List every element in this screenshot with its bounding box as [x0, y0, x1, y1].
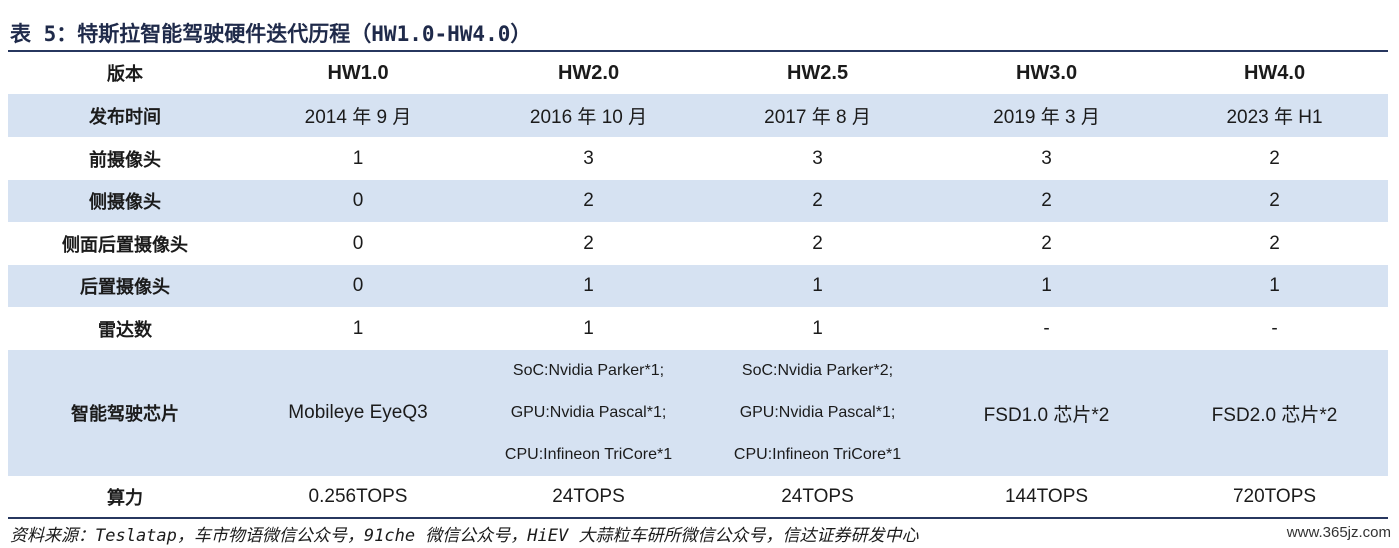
row-label: 雷达数 — [98, 319, 152, 341]
table-cell: 2014 年 9 月 — [242, 94, 474, 137]
table-cell: - — [1271, 317, 1278, 339]
table-cell: 1 — [812, 317, 823, 339]
table-cell: 2023 年 H1 — [1161, 94, 1388, 137]
chip-line: CPU:Infineon TriCore*1 — [504, 446, 673, 463]
table-cell: 2 — [1041, 232, 1052, 254]
table-cell: 2 — [474, 180, 703, 222]
table-cell: 1 — [1161, 265, 1388, 307]
version-hw10: HW1.0 — [327, 61, 389, 84]
table-row: 发布时间 2014 年 9 月 2016 年 10 月 2017 年 8 月 2… — [8, 94, 1388, 137]
table-cell: FSD1.0 芯片*2 — [932, 350, 1161, 476]
table-cell: 1 — [352, 147, 364, 169]
chip-line: SoC:Nvidia Parker*2; — [741, 362, 894, 379]
table-row: 侧摄像头 0 2 2 2 2 — [8, 180, 1388, 222]
table-cell: 1 — [474, 265, 703, 307]
table-cell: 2 — [583, 232, 594, 254]
table-cell: Mobileye EyeQ3 — [242, 350, 474, 476]
table-cell: 24TOPS — [552, 486, 625, 507]
table-row: 雷达数 1 1 1 - - — [8, 307, 1388, 350]
table-cell: 2016 年 10 月 — [474, 94, 703, 137]
table-cell: 2 — [1269, 232, 1280, 254]
chip-cell-hw25: SoC:Nvidia Parker*2; GPU:Nvidia Pascal*1… — [703, 350, 932, 476]
table-cell: 0 — [242, 180, 474, 222]
bottom-rule — [8, 517, 1388, 519]
row-label: 侧面后置摄像头 — [62, 234, 188, 256]
version-hw30: HW3.0 — [1015, 61, 1078, 84]
table-cell: 144TOPS — [1004, 486, 1089, 507]
header-row: 版本 HW1.0 HW2.0 HW2.5 HW3.0 HW4.0 — [8, 52, 1388, 94]
row-label: 前摄像头 — [89, 149, 161, 171]
table-title: 表 5：特斯拉智能驾驶硬件迭代历程（HW1.0-HW4.0） — [10, 22, 532, 46]
table-cell: 0.256TOPS — [308, 486, 408, 507]
table-row: 前摄像头 1 3 3 3 2 — [8, 137, 1388, 180]
table-cell: 1 — [703, 265, 932, 307]
version-hw25: HW2.5 — [786, 61, 849, 84]
row-label: 发布时间 — [8, 94, 242, 137]
row-label: 侧摄像头 — [8, 180, 242, 222]
table-cell: 2 — [1269, 147, 1280, 169]
table-cell: 2 — [1161, 180, 1388, 222]
top-rule — [8, 50, 1388, 52]
table-cell: 720TOPS — [1232, 486, 1317, 507]
table-cell: - — [1043, 317, 1050, 339]
hardware-spec-table: 版本 HW1.0 HW2.0 HW2.5 HW3.0 HW4.0 发布时间 20… — [8, 52, 1388, 518]
source-note: 资料来源：Teslatap，车市物语微信公众号，91che 微信公众号，HiEV… — [10, 526, 919, 546]
watermark: www.365jz.com — [1286, 524, 1391, 541]
table-cell: 1 — [352, 317, 364, 339]
table-cell: 3 — [1041, 147, 1052, 169]
chip-line: CPU:Infineon TriCore*1 — [733, 446, 902, 463]
table-cell: FSD2.0 芯片*2 — [1161, 350, 1388, 476]
chip-line: GPU:Nvidia Pascal*1; — [739, 404, 896, 421]
header-label: 版本 — [107, 64, 143, 85]
table-cell: 0 — [352, 232, 364, 254]
chip-cell-hw20: SoC:Nvidia Parker*1; GPU:Nvidia Pascal*1… — [474, 350, 703, 476]
table-cell: 0 — [242, 265, 474, 307]
table-cell: 3 — [583, 147, 594, 169]
table-row: 后置摄像头 0 1 1 1 1 — [8, 265, 1388, 307]
table-cell: 2017 年 8 月 — [703, 94, 932, 137]
table-cell: 1 — [932, 265, 1161, 307]
chip-line: GPU:Nvidia Pascal*1; — [510, 404, 667, 421]
row-label: 智能驾驶芯片 — [8, 350, 242, 476]
chip-row: 智能驾驶芯片 Mobileye EyeQ3 SoC:Nvidia Parker*… — [8, 350, 1388, 476]
table-cell: 2 — [703, 180, 932, 222]
table-cell: 1 — [583, 317, 594, 339]
table-cell: 2 — [812, 232, 823, 254]
compute-row: 算力 0.256TOPS 24TOPS 24TOPS 144TOPS 720TO… — [8, 476, 1388, 518]
row-label: 后置摄像头 — [8, 265, 242, 307]
version-hw40: HW4.0 — [1243, 61, 1306, 84]
table-row: 侧面后置摄像头 0 2 2 2 2 — [8, 222, 1388, 265]
row-label: 算力 — [107, 488, 143, 509]
table-cell: 24TOPS — [781, 486, 854, 507]
table-cell: 2 — [932, 180, 1161, 222]
chip-line: SoC:Nvidia Parker*1; — [512, 362, 665, 379]
table-cell: 2019 年 3 月 — [932, 94, 1161, 137]
version-hw20: HW2.0 — [557, 61, 620, 84]
table-cell: 3 — [812, 147, 823, 169]
